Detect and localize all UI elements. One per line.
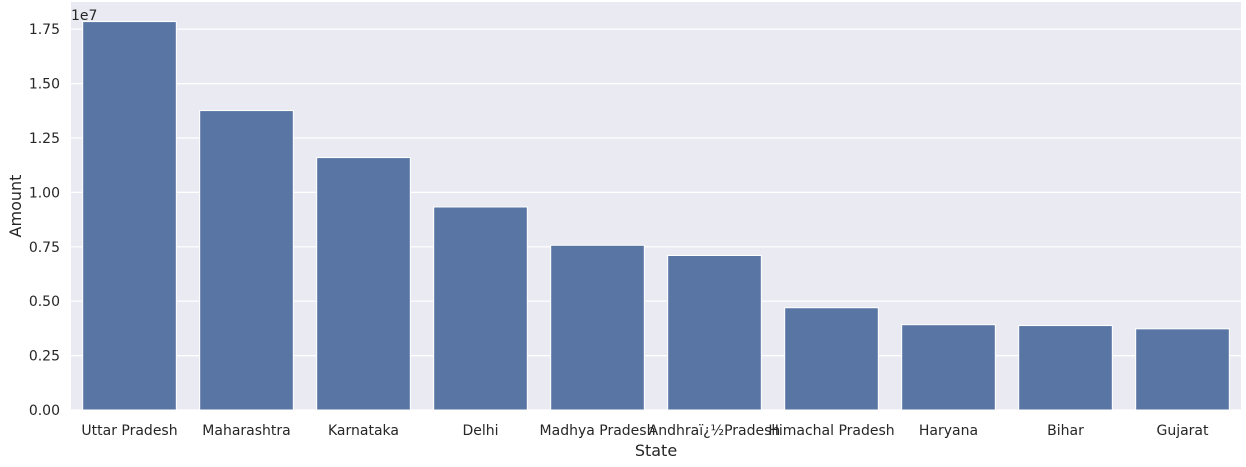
bar bbox=[1018, 325, 1113, 411]
y-axis-offset-label: 1e7 bbox=[71, 8, 97, 24]
bar bbox=[199, 110, 294, 411]
x-tick-label: Madhya Pradesh bbox=[540, 423, 656, 439]
y-tick-label: 1.75 bbox=[29, 22, 60, 38]
bar bbox=[82, 21, 177, 411]
bar bbox=[784, 307, 879, 411]
y-tick-label: 0.50 bbox=[29, 294, 60, 310]
bar bbox=[901, 324, 996, 411]
bar bbox=[550, 244, 645, 411]
y-axis-ticks: 0.00 0.25 0.50 0.75 1.00 1.25 1.50 1.75 bbox=[29, 22, 60, 419]
bar bbox=[433, 206, 528, 411]
bar bbox=[1135, 328, 1230, 411]
y-tick-label: 1.00 bbox=[29, 185, 60, 201]
y-tick-label: 0.25 bbox=[29, 349, 60, 365]
y-tick-label: 0.00 bbox=[29, 403, 60, 419]
bar bbox=[667, 255, 762, 411]
x-tick-label: Maharashtra bbox=[202, 423, 290, 439]
x-axis-label: State bbox=[635, 441, 677, 460]
x-axis-ticks: Uttar Pradesh Maharashtra Karnataka Delhi Ma… bbox=[81, 423, 1209, 439]
x-tick-label: Andhraï¿½Pradesh bbox=[649, 423, 781, 439]
x-tick-label: Bihar bbox=[1047, 423, 1084, 439]
x-tick-label: Himachal Pradesh bbox=[768, 423, 894, 439]
x-tick-label: Karnataka bbox=[328, 423, 399, 439]
x-tick-label: Gujarat bbox=[1156, 423, 1209, 439]
y-tick-label: 1.50 bbox=[29, 77, 60, 93]
bars bbox=[82, 21, 1230, 411]
y-axis-label: Amount bbox=[6, 175, 25, 238]
x-tick-label: Delhi bbox=[462, 423, 498, 439]
bar bbox=[316, 157, 411, 411]
y-tick-label: 0.75 bbox=[29, 240, 60, 256]
x-tick-label: Uttar Pradesh bbox=[81, 423, 177, 439]
x-tick-label: Haryana bbox=[919, 423, 978, 439]
y-tick-label: 1.25 bbox=[29, 131, 60, 147]
